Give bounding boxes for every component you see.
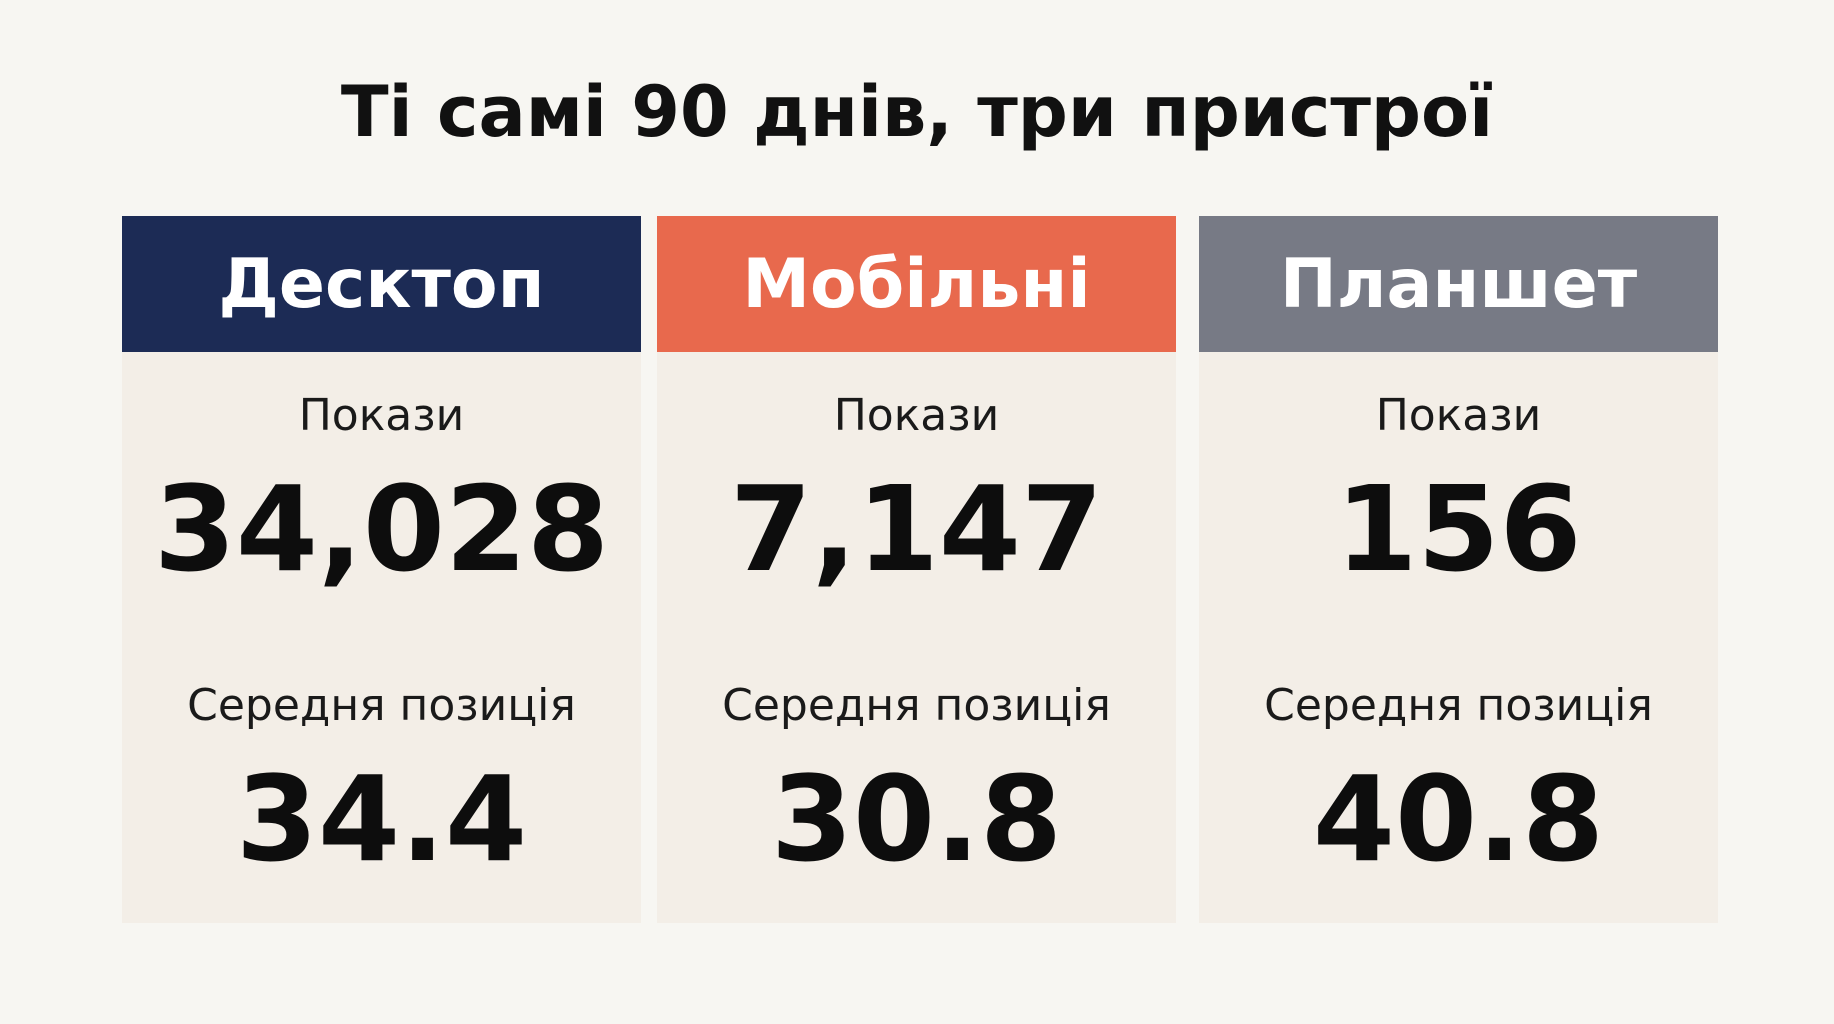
- impressions-label: Покази: [298, 390, 465, 441]
- device-name: Мобільні: [742, 244, 1091, 324]
- impressions-value: 7,147: [729, 460, 1104, 598]
- device-card-header: Десктоп: [122, 216, 641, 352]
- device-card-header: Планшет: [1199, 216, 1718, 352]
- impressions-value: 34,028: [153, 460, 610, 598]
- device-card-desktop: Десктоп Покази 34,028 Середня позиція 34…: [122, 216, 641, 923]
- device-card-tablet: Планшет Покази 156 Середня позиція 40.8: [1199, 216, 1718, 923]
- device-card-header: Мобільні: [657, 216, 1176, 352]
- average-position-value: 30.8: [770, 750, 1063, 888]
- average-position-label: Середня позиція: [1264, 680, 1653, 731]
- device-name: Планшет: [1279, 244, 1638, 324]
- device-card-mobile: Мобільні Покази 7,147 Середня позиція 30…: [657, 216, 1176, 923]
- device-name: Десктоп: [218, 244, 545, 324]
- page-title: Ті самі 90 днів, три пристрої: [340, 71, 1494, 153]
- impressions-label: Покази: [833, 390, 1000, 441]
- impressions-label: Покази: [1375, 390, 1542, 441]
- impressions-value: 156: [1335, 460, 1582, 598]
- average-position-value: 40.8: [1312, 750, 1605, 888]
- average-position-label: Середня позиція: [722, 680, 1111, 731]
- average-position-label: Середня позиція: [187, 680, 576, 731]
- average-position-value: 34.4: [235, 750, 528, 888]
